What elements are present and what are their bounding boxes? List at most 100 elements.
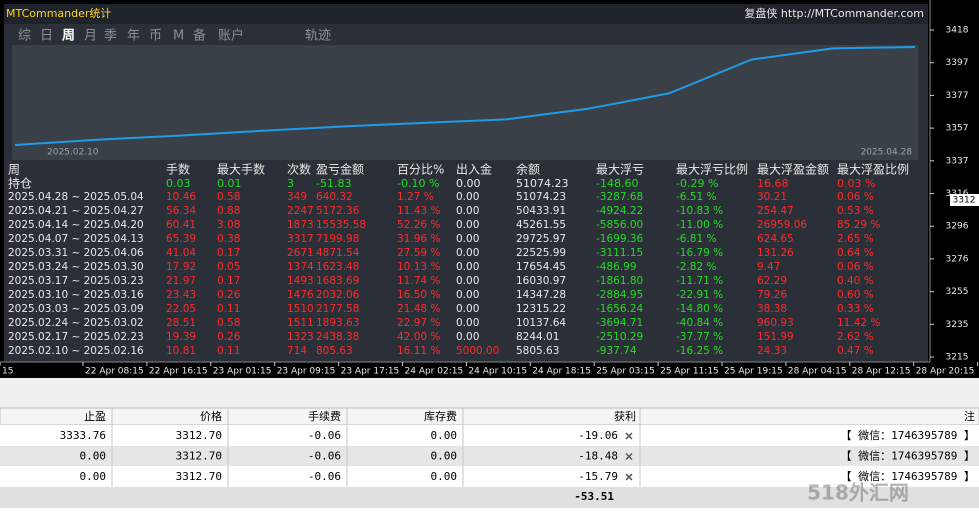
tab[interactable]: 备 (193, 28, 206, 44)
stats-cell: 0.60 % (837, 289, 874, 301)
close-icon[interactable] (625, 432, 633, 440)
tab[interactable]: M (173, 29, 184, 44)
stats-header: 周 (8, 163, 20, 177)
stats-header: 最大手数 (217, 162, 265, 177)
terminal-header: 注 (964, 409, 975, 423)
stats-cell: 16.50 % (397, 289, 440, 301)
stats-cell: 0.06 % (837, 261, 874, 273)
stats-cell: 23.43 (166, 289, 196, 301)
stats-header: 手数 (166, 162, 190, 177)
tab[interactable]: 年 (127, 29, 140, 44)
stats-cell: -22.91 % (676, 289, 723, 301)
tab[interactable]: 轨迹 (305, 29, 331, 44)
stats-current-cell: -148.60 (596, 177, 638, 190)
stats-cell: 1873 (287, 219, 314, 231)
watermark: 518外汇网 (807, 481, 909, 505)
stats-cell: 5000.00 (456, 345, 499, 357)
tab[interactable]: 月 (84, 29, 97, 44)
price-label: 3215 (946, 353, 969, 363)
terminal-header (0, 407, 979, 426)
terminal-cell: 0.00 (431, 470, 458, 483)
stats-cell: 10.46 (166, 191, 196, 203)
current-price: 3312 (953, 196, 976, 206)
tab[interactable]: 币 (149, 29, 162, 44)
stats-cell: 2025.02.24 ~ 2025.03.02 (8, 317, 144, 329)
terminal-toolbar (0, 378, 979, 408)
stats-cell: 0.40 % (837, 275, 874, 287)
stats-cell: 1493 (287, 275, 314, 287)
stats-header: 余额 (516, 162, 540, 177)
stats-cell: 56.34 (166, 205, 196, 217)
stats-cell: -6.81 % (676, 233, 717, 245)
stats-cell: 12315.22 (516, 303, 566, 315)
stats-cell: 0.00 (456, 275, 479, 287)
stats-cell: 52.26 % (397, 219, 440, 231)
close-icon[interactable] (625, 473, 633, 481)
stats-cell: 14347.28 (516, 289, 566, 301)
stats-cell: 0.00 (456, 191, 479, 203)
stats-current-cell: 3 (287, 177, 294, 190)
terminal-cell: -0.06 (308, 470, 341, 483)
terminal-row (0, 446, 979, 466)
stats-cell: -2884.95 (596, 289, 643, 301)
site-link[interactable]: 复盘侠 http://MTCommander.com (744, 6, 924, 20)
stats-cell: 38.38 (757, 303, 787, 315)
stats-cell: 1893.63 (316, 317, 359, 329)
time-label: 22 Apr 16:15 (149, 367, 208, 377)
tab[interactable]: 季 (104, 29, 117, 44)
terminal-cell: 3312.70 (176, 429, 222, 442)
time-label: 24 Apr 10:15 (468, 367, 527, 377)
stats-cell: 2025.03.31 ~ 2025.04.06 (8, 247, 144, 259)
stats-cell: 0.33 % (837, 303, 874, 315)
stats-current-cell: 持仓 (8, 176, 32, 191)
stats-cell: 2032.06 (316, 289, 360, 301)
stats-cell: 2025.04.07 ~ 2025.04.13 (8, 233, 144, 245)
tab[interactable]: 综 (18, 29, 31, 44)
stats-current-cell: 0.00 (456, 177, 481, 190)
stats-cell: 2025.04.21 ~ 2025.04.27 (8, 205, 144, 217)
stats-cell: 0.11 (217, 345, 240, 357)
time-label: 24 Apr 02:15 (405, 367, 464, 377)
stats-cell: 0.58 (217, 191, 240, 203)
terminal-cell: 3312.70 (176, 450, 222, 463)
stats-cell: 714 (287, 345, 307, 357)
stats-cell: 50433.91 (516, 205, 566, 217)
price-label: 3255 (946, 287, 969, 297)
tab[interactable]: 日 (40, 29, 53, 44)
time-label: 25 Apr 03:15 (596, 367, 655, 377)
stats-cell: 1323 (287, 331, 314, 343)
stats-cell: -937.74 (596, 345, 637, 357)
stats-cell: -2510.29 (596, 331, 643, 343)
tab[interactable]: 周 (62, 29, 75, 44)
stats-cell: -16.79 % (676, 247, 723, 259)
stats-cell: 0.00 (456, 303, 479, 315)
stats-cell: 10.81 (166, 345, 196, 357)
close-icon[interactable] (625, 452, 633, 461)
terminal-cell: -15.79 (578, 470, 618, 483)
stats-cell: 2025.04.14 ~ 2025.04.20 (8, 219, 144, 231)
terminal-header: 库存费 (424, 409, 457, 423)
stats-cell: 0.06 % (837, 191, 874, 203)
stats-cell: -5856.00 (596, 219, 643, 231)
stats-cell: 254.47 (757, 205, 794, 217)
tab[interactable]: 账户 (218, 28, 244, 44)
stats-cell: 0.88 (217, 205, 240, 217)
stats-cell: -16.25 % (676, 345, 723, 357)
stats-cell: 0.00 (456, 219, 479, 231)
stats-cell: 79.26 (757, 289, 787, 301)
stats-cell: 131.26 (757, 247, 794, 259)
stats-cell: -6.51 % (676, 191, 717, 203)
stats-cell: 2.62 % (837, 331, 874, 343)
terminal-cell: -19.06 (578, 429, 618, 442)
stats-cell: -1656.24 (596, 303, 644, 315)
price-label: 3357 (946, 124, 969, 134)
stats-cell: 28.51 (166, 317, 196, 329)
stats-header: 最大浮盈比例 (837, 163, 909, 177)
price-label: 3337 (946, 156, 969, 166)
stats-current-cell: 0.03 (166, 177, 191, 190)
stats-cell: 0.53 % (837, 205, 874, 217)
stats-cell: 1683.69 (316, 275, 359, 287)
stats-cell: 3.08 (217, 219, 240, 231)
panel-titlebar (4, 4, 928, 24)
time-label: 28 Apr 12:15 (852, 367, 911, 377)
